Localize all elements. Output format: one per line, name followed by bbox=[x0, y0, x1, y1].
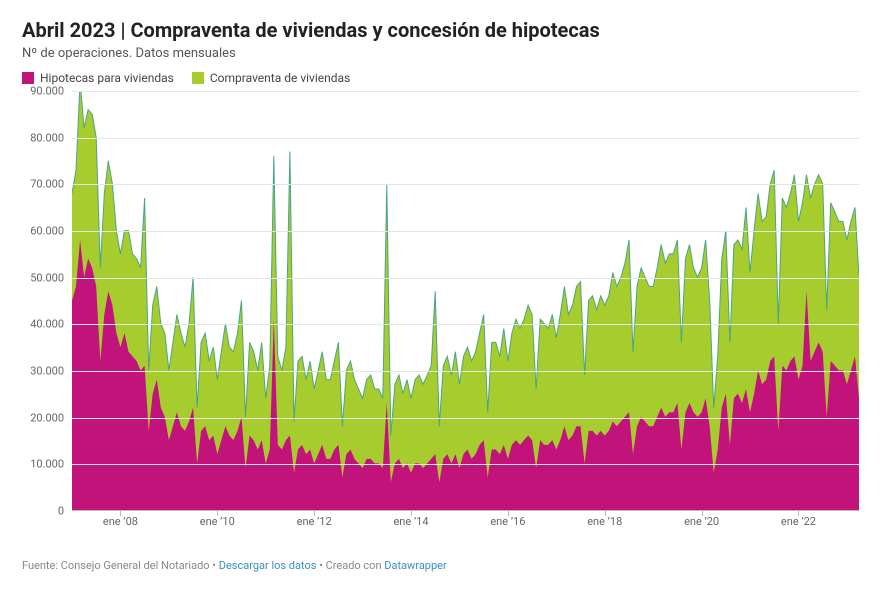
x-tick bbox=[702, 511, 703, 516]
y-axis-labels: 010.00020.00030.00040.00050.00060.00070.… bbox=[22, 91, 68, 511]
footer-source: Fuente: Consejo General del Notariado bbox=[22, 559, 210, 572]
y-tick-label: 50.000 bbox=[30, 271, 64, 284]
grid-line bbox=[72, 371, 859, 372]
grid-line bbox=[72, 138, 859, 139]
x-tick bbox=[798, 511, 799, 516]
grid-line bbox=[72, 184, 859, 185]
x-tick-label: ene ’08 bbox=[103, 515, 138, 528]
y-tick-label: 90.000 bbox=[30, 85, 64, 98]
x-tick-label: ene ’12 bbox=[297, 515, 332, 528]
grid-line bbox=[72, 278, 859, 279]
chart-subtitle: Nº de operaciones. Datos mensuales bbox=[22, 46, 859, 61]
chart-area: 0 10.000 20.000 30.000 40.000 50.000 60.000 70.… bbox=[22, 91, 859, 551]
y-tick-label: 80.000 bbox=[30, 131, 64, 144]
grid-line bbox=[72, 464, 859, 465]
x-tick bbox=[411, 511, 412, 516]
x-tick-label: ene ’22 bbox=[781, 515, 816, 528]
x-tick-label: ene ’20 bbox=[684, 515, 719, 528]
legend: Hipotecas para viviendas Compraventa de … bbox=[22, 71, 859, 85]
chart-title: Abril 2023 | Compraventa de viviendas y … bbox=[22, 18, 859, 42]
y-tick-label: 0 bbox=[58, 505, 64, 518]
legend-swatch-compraventa bbox=[192, 72, 204, 84]
x-tick-label: ene ’16 bbox=[490, 515, 525, 528]
footer-created: Creado con bbox=[326, 559, 382, 572]
y-tick-label: 70.000 bbox=[30, 178, 64, 191]
x-tick bbox=[314, 511, 315, 516]
x-tick bbox=[605, 511, 606, 516]
x-tick-label: ene ’10 bbox=[200, 515, 235, 528]
footer-sep1: • bbox=[210, 559, 219, 572]
y-tick-label: 20.000 bbox=[30, 411, 64, 424]
x-tick bbox=[217, 511, 218, 516]
x-tick bbox=[508, 511, 509, 516]
datawrapper-link[interactable]: Datawrapper bbox=[384, 559, 446, 572]
x-axis-labels: ene ’08 ene ’10 ene ’12 ene ’14 ene ’16 ene ’… bbox=[72, 515, 859, 535]
plot-region bbox=[72, 91, 859, 511]
x-tick-label: ene ’14 bbox=[393, 515, 428, 528]
legend-item-hipotecas: Hipotecas para viviendas bbox=[22, 71, 174, 85]
grid-line bbox=[72, 324, 859, 325]
grid-line bbox=[72, 91, 859, 92]
legend-label-compraventa: Compraventa de viviendas bbox=[210, 71, 350, 85]
legend-item-compraventa: Compraventa de viviendas bbox=[192, 71, 350, 85]
x-tick bbox=[120, 511, 121, 516]
stacked-area-svg bbox=[72, 91, 859, 510]
y-tick-label: 60.000 bbox=[30, 225, 64, 238]
grid-line bbox=[72, 231, 859, 232]
y-tick-label: 30.000 bbox=[30, 365, 64, 378]
x-tick-label: ene ’18 bbox=[587, 515, 622, 528]
footer-sep2: • bbox=[316, 559, 325, 572]
legend-label-hipotecas: Hipotecas para viviendas bbox=[40, 71, 174, 85]
y-tick-label: 40.000 bbox=[30, 318, 64, 331]
chart-footer: Fuente: Consejo General del Notariado • … bbox=[22, 559, 859, 572]
download-data-link[interactable]: Descargar los datos bbox=[219, 559, 317, 572]
grid-line bbox=[72, 418, 859, 419]
y-tick-label: 10.000 bbox=[30, 458, 64, 471]
legend-swatch-hipotecas bbox=[22, 72, 34, 84]
